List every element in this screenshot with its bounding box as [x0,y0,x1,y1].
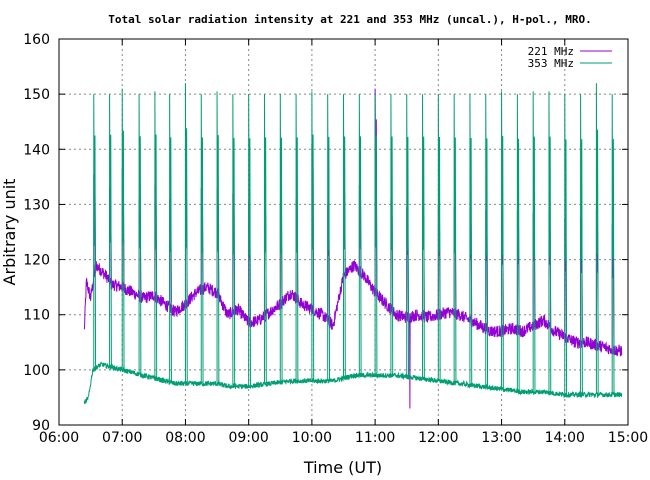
x-tick-label: 14:00 [545,430,585,446]
series-line-221-mhz [83,88,623,409]
series-line-353-mhz [83,83,623,405]
x-tick-label: 12:00 [418,430,458,446]
x-tick-label: 08:00 [165,430,205,446]
y-tick-label: 140 [23,142,50,158]
y-tick-label: 90 [32,418,50,434]
x-tick-label: 07:00 [102,430,142,446]
plot-area [83,83,623,409]
y-tick-label: 100 [23,363,50,379]
x-tick-label: 13:00 [481,430,521,446]
x-tick-label: 06:00 [39,430,79,446]
x-tick-label: 10:00 [292,430,332,446]
plot-frame [58,38,629,426]
y-tick-label: 150 [23,87,50,103]
y-axis-label: Arbitrary unit [0,179,19,286]
y-tick-label: 160 [23,32,50,48]
y-tick-label: 120 [23,253,50,269]
x-tick-label: 15:00 [608,430,648,446]
x-tick-label: 11:00 [355,430,395,446]
y-tick-label: 130 [23,197,50,213]
x-axis-label: Time (UT) [303,458,382,477]
y-tick-label: 110 [23,308,50,324]
legend-label: 353 MHz [528,57,574,70]
axis-ticks: 06:00 07:00 08:00 09:00 10:00 11:00 12:00 13:00… [23,32,648,446]
legend-label: 221 MHz [528,45,574,58]
chart-title: Total solar radiation intensity at 221 a… [108,13,591,26]
x-tick-label: 09:00 [228,430,268,446]
